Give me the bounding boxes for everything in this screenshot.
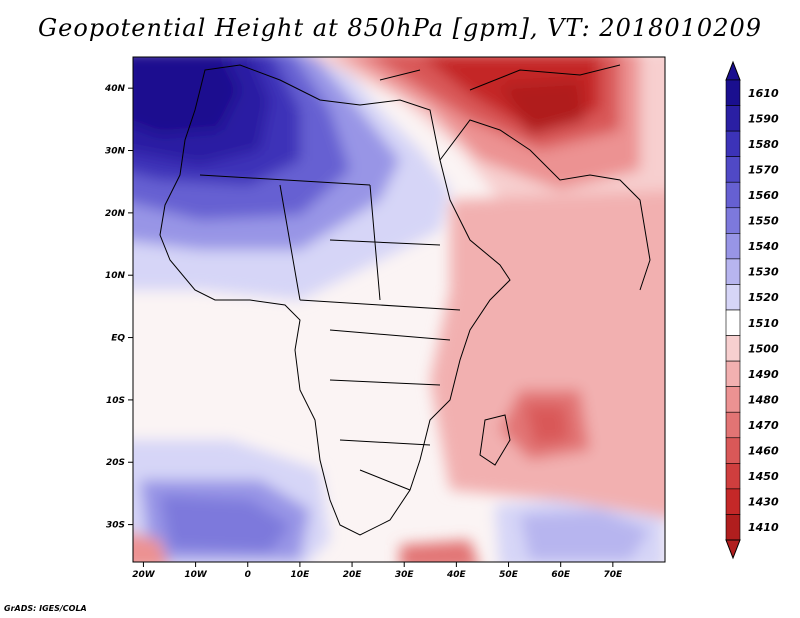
colorbar-swatch bbox=[725, 463, 741, 490]
lat-tick-label: 30S bbox=[106, 521, 125, 531]
colorbar-label: 1570 bbox=[748, 163, 779, 176]
grads-credit: GrADS: IGES/COLA bbox=[4, 604, 87, 613]
colorbar-label: 1550 bbox=[748, 215, 779, 228]
colorbar-swatch bbox=[725, 207, 741, 234]
colorbar-swatch bbox=[725, 130, 741, 157]
lon-tick-label: 20W bbox=[132, 570, 156, 580]
colorbar-label: 1470 bbox=[748, 419, 779, 432]
colorbar-label: 1490 bbox=[748, 368, 779, 381]
lat-tick-label: 10N bbox=[105, 271, 126, 281]
lat-tick-label: 40N bbox=[104, 84, 126, 94]
colorbar-swatch bbox=[725, 488, 741, 515]
colorbar-label: 1580 bbox=[748, 138, 779, 151]
height-field bbox=[133, 57, 665, 562]
colorbar-swatch bbox=[725, 411, 741, 439]
lon-tick-label: 10W bbox=[184, 570, 208, 580]
colorbar-swatch bbox=[725, 79, 741, 106]
lon-tick-label: 30E bbox=[395, 570, 415, 580]
lat-axis: 40N 30N 20N 10N EQ 10S 20S 30S bbox=[104, 84, 133, 531]
colorbar-swatch bbox=[725, 386, 741, 413]
colorbar-swatch bbox=[725, 309, 741, 336]
colorbar-swatch bbox=[725, 335, 741, 362]
lon-tick-label: 20E bbox=[343, 570, 363, 580]
lon-axis: 20W 10W 0 10E 20E 30E 40E 50E 60E 70E bbox=[132, 562, 623, 580]
lon-tick-label: 40E bbox=[446, 570, 467, 580]
colorbar-label: 1540 bbox=[748, 240, 779, 253]
colorbar-label: 1410 bbox=[748, 521, 779, 534]
lon-tick-label: 10E bbox=[291, 570, 311, 580]
plot-frame bbox=[132, 56, 666, 563]
lon-tick-label: 50E bbox=[499, 570, 519, 580]
colorbar-label: 1510 bbox=[748, 317, 779, 330]
colorbar-label: 1460 bbox=[748, 445, 779, 458]
colorbar-swatch bbox=[725, 233, 741, 260]
colorbar-label: 1590 bbox=[748, 112, 779, 125]
lat-tick-label: 20S bbox=[106, 458, 125, 468]
colorbar-label: 1500 bbox=[748, 342, 779, 355]
lat-tick-label: EQ bbox=[111, 334, 125, 344]
colorbar: 1610 1590 1580 1570 1560 1550 1540 1530 1520 1510… bbox=[725, 60, 779, 560]
colorbar-label: 1520 bbox=[748, 291, 779, 304]
colorbar-label: 1450 bbox=[748, 470, 779, 483]
lon-tick-label: 70E bbox=[603, 570, 623, 580]
colorbar-swatch bbox=[725, 437, 741, 464]
colorbar-label: 1480 bbox=[748, 393, 779, 406]
colorbar-top-arrow bbox=[725, 60, 741, 81]
colorbar-label: 1610 bbox=[748, 87, 779, 100]
lon-tick-label: 60E bbox=[551, 570, 571, 580]
lon-tick-label: 0 bbox=[245, 570, 251, 580]
colorbar-label: 1560 bbox=[748, 189, 779, 202]
colorbar-swatch bbox=[725, 284, 741, 311]
colorbar-swatch bbox=[725, 156, 741, 183]
colorbar-swatch bbox=[725, 181, 741, 209]
lat-tick-label: 10S bbox=[106, 396, 125, 406]
colorbar-label: 1530 bbox=[748, 266, 779, 279]
lat-tick-label: 30N bbox=[105, 147, 126, 157]
coastlines bbox=[159, 64, 651, 536]
lat-tick-label: 20N bbox=[105, 209, 126, 219]
colorbar-label: 1430 bbox=[748, 496, 779, 509]
colorbar-swatch bbox=[725, 105, 741, 132]
colorbar-swatch bbox=[725, 360, 741, 387]
colorbar-swatch bbox=[725, 514, 741, 541]
colorbar-bottom-arrow bbox=[725, 539, 741, 560]
map-title: Geopotential Height at 850hPa [gpm], VT:… bbox=[38, 14, 762, 42]
colorbar-swatch bbox=[725, 258, 741, 285]
